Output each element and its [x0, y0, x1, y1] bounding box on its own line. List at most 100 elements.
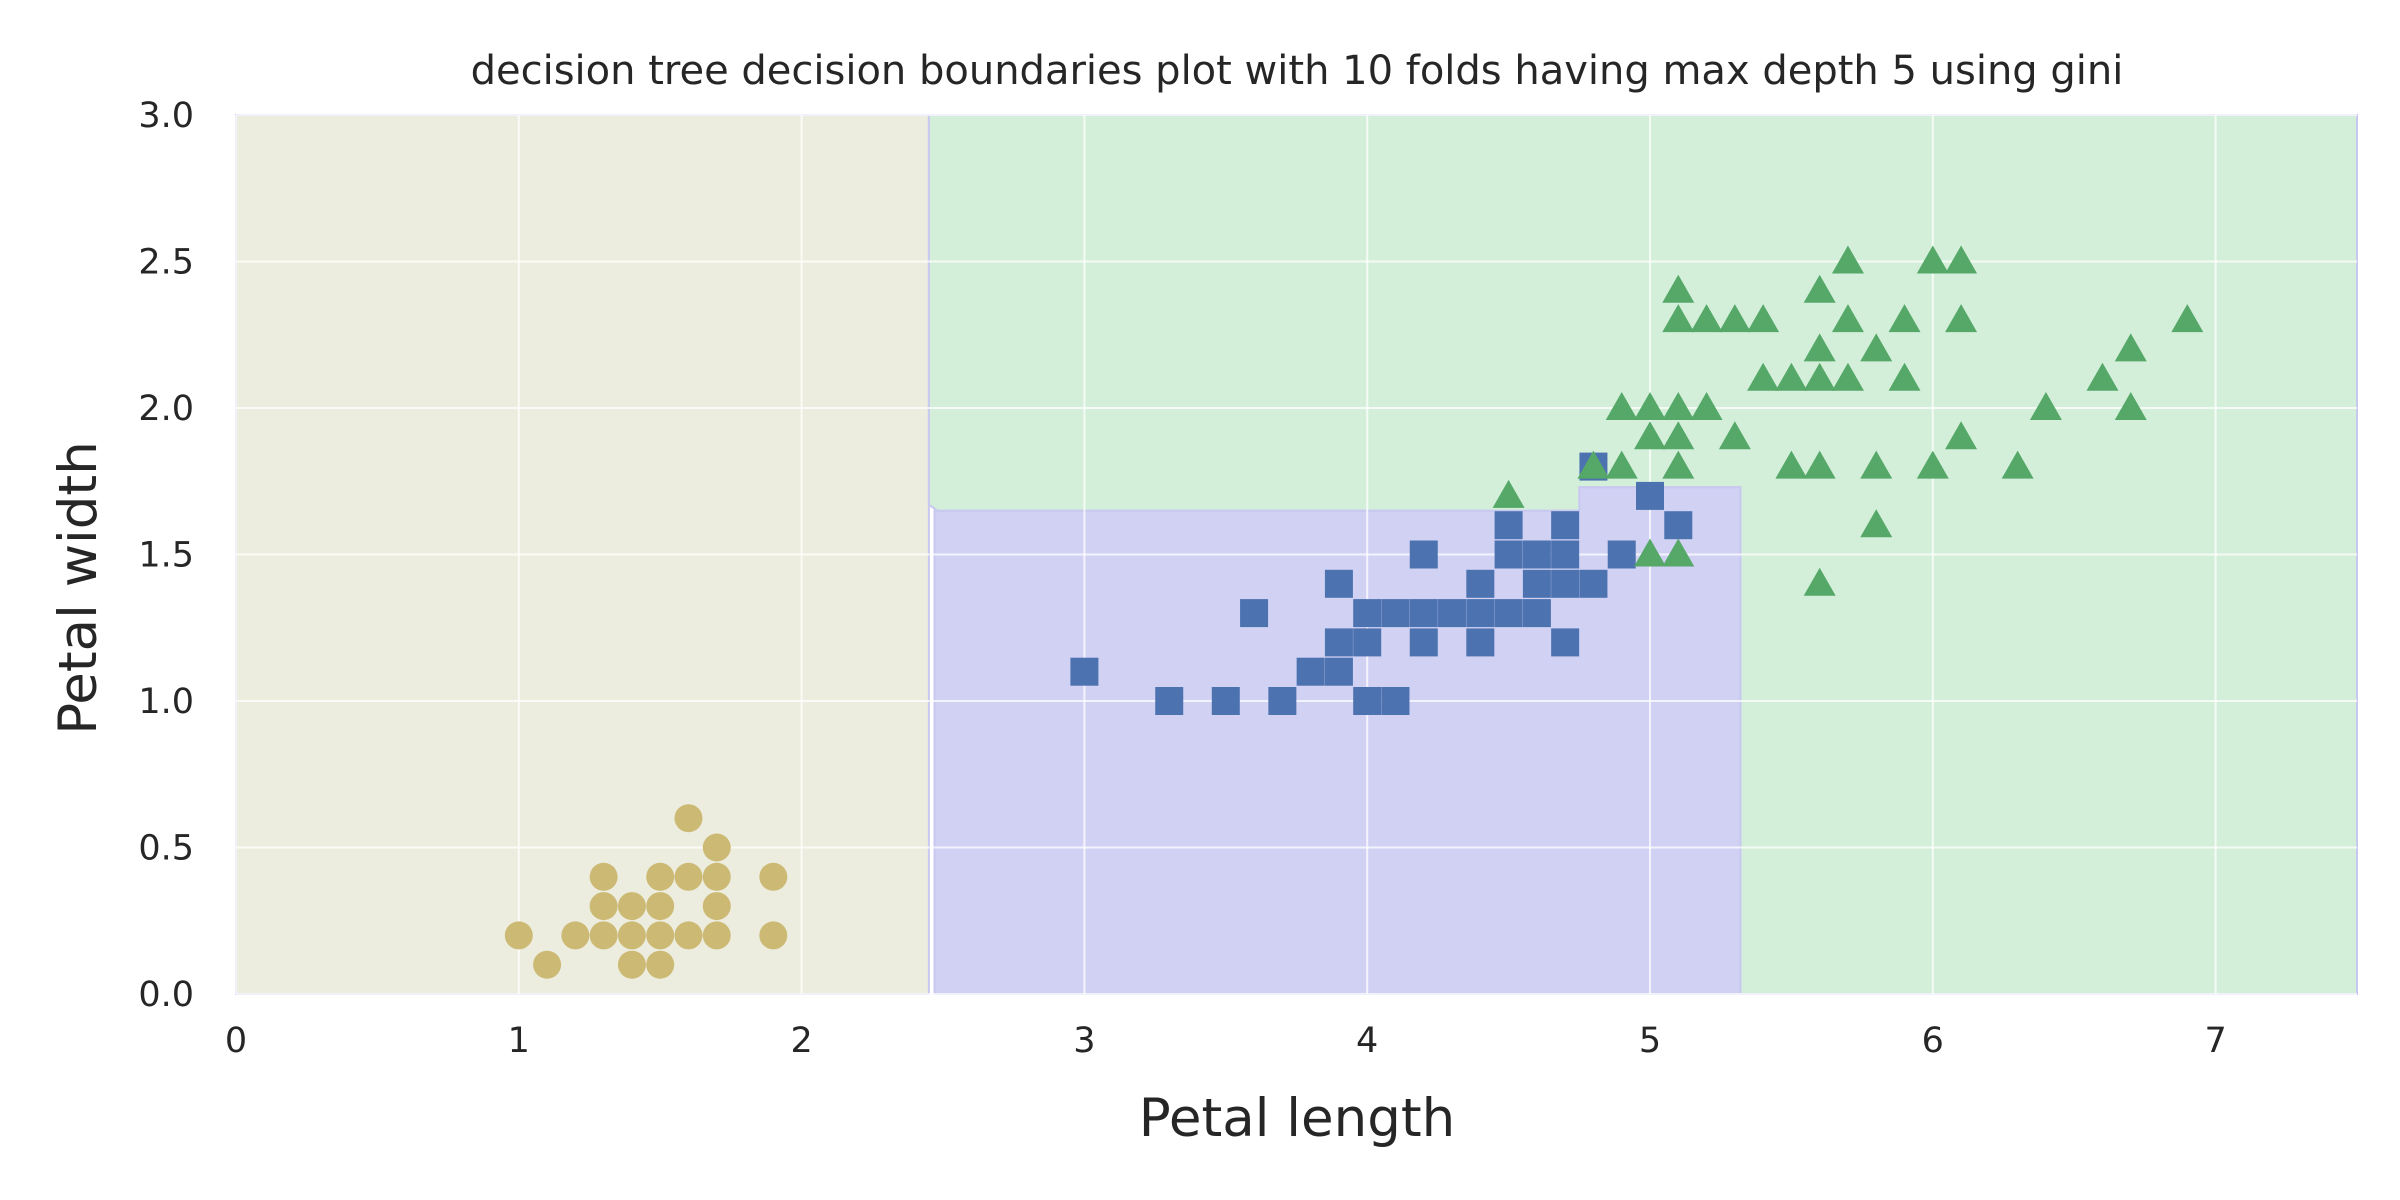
- point-triangle-series-2: [1860, 450, 1893, 479]
- point-square-series-1: [1551, 540, 1580, 569]
- point-triangle-series-2: [1662, 538, 1695, 567]
- point-square-series-1: [1579, 569, 1608, 598]
- x-tick-label: 0: [225, 1021, 247, 1061]
- point-circle-series-0: [702, 862, 731, 891]
- x-tick-label: 5: [1639, 1021, 1661, 1061]
- point-triangle-series-2: [1775, 362, 1808, 391]
- point-circle-series-0: [589, 892, 618, 921]
- point-triangle-series-2: [1945, 304, 1978, 333]
- point-triangle-series-2: [2171, 304, 2204, 333]
- point-circle-series-0: [702, 921, 731, 950]
- decision-regions: [235, 114, 2358, 995]
- y-tick-label: 0.5: [138, 829, 194, 869]
- point-square-series-1: [1353, 687, 1382, 715]
- point-triangle-series-2: [1747, 304, 1780, 333]
- point-square-series-1: [1381, 599, 1410, 628]
- point-circle-series-0: [589, 921, 618, 950]
- point-circle-series-0: [617, 921, 646, 950]
- x-tick-label: 2: [790, 1021, 812, 1061]
- point-triangle-series-2: [1803, 333, 1836, 362]
- point-triangle-series-2: [1634, 392, 1666, 420]
- y-tick-label: 2.0: [138, 389, 194, 429]
- point-triangle-series-2: [1605, 450, 1638, 479]
- point-triangle-series-2: [1803, 362, 1836, 391]
- point-circle-series-0: [561, 921, 590, 950]
- point-triangle-series-2: [1662, 392, 1695, 420]
- point-triangle-series-2: [1690, 304, 1723, 333]
- point-triangle-series-2: [1803, 274, 1836, 303]
- point-triangle-series-2: [1803, 450, 1836, 479]
- point-triangle-series-2: [1718, 304, 1751, 333]
- point-circle-series-0: [589, 862, 618, 891]
- point-square-series-1: [1324, 628, 1353, 657]
- point-circle-series-0: [646, 921, 675, 950]
- point-circle-series-0: [674, 862, 703, 891]
- point-triangle-series-2: [1690, 392, 1723, 420]
- point-circle-series-0: [617, 892, 646, 921]
- point-square-series-1: [1466, 599, 1495, 628]
- point-triangle-series-2: [1577, 450, 1610, 479]
- y-tick-label: 3.0: [138, 96, 194, 136]
- point-triangle-series-2: [1888, 304, 1921, 333]
- point-triangle-series-2: [1718, 421, 1751, 450]
- point-triangle-series-2: [1605, 392, 1638, 420]
- point-square-series-1: [1438, 599, 1467, 628]
- point-square-series-1: [1466, 628, 1495, 657]
- point-circle-series-0: [617, 950, 646, 979]
- point-triangle-series-2: [1662, 421, 1695, 450]
- point-circle-series-0: [674, 804, 703, 833]
- point-square-series-1: [1494, 511, 1523, 540]
- x-tick-label: 1: [508, 1021, 530, 1061]
- y-tick-label: 1.5: [138, 536, 194, 576]
- point-circle-series-0: [759, 921, 788, 950]
- point-triangle-series-2: [1831, 362, 1864, 391]
- point-square-series-1: [1324, 569, 1353, 598]
- y-axis-ticks: 0.0 0.5 1.0 1.5 2.0 2.5 3.0: [138, 96, 194, 1015]
- point-square-series-1: [1494, 540, 1523, 569]
- point-square-series-1: [1409, 599, 1438, 628]
- point-circle-series-0: [646, 892, 675, 921]
- x-tick-label: 7: [2204, 1021, 2226, 1061]
- x-tick-label: 3: [1073, 1021, 1095, 1061]
- point-square-series-1: [1636, 481, 1664, 510]
- y-tick-label: 2.5: [138, 243, 194, 283]
- y-axis-label: Petal width: [48, 441, 109, 735]
- y-tick-label: 1.0: [138, 682, 194, 722]
- x-axis-ticks: 0 1 2 3 4 5 6 7: [225, 1021, 2227, 1061]
- point-triangle-series-2: [1803, 567, 1836, 596]
- point-circle-series-0: [646, 862, 675, 891]
- point-triangle-series-2: [2086, 362, 2119, 391]
- point-circle-series-0: [702, 833, 731, 862]
- point-square-series-1: [1353, 599, 1382, 628]
- point-triangle-series-2: [1945, 421, 1978, 450]
- point-square-series-1: [1155, 687, 1184, 715]
- point-triangle-series-2: [1634, 421, 1666, 450]
- point-triangle-series-2: [1747, 362, 1780, 391]
- point-triangle-series-2: [2001, 450, 2034, 479]
- point-triangle-series-2: [1775, 450, 1808, 479]
- point-triangle-series-2: [1860, 333, 1893, 362]
- point-triangle-series-2: [1860, 509, 1893, 538]
- data-points: [504, 245, 2204, 979]
- point-square-series-1: [1551, 628, 1580, 657]
- point-triangle-series-2: [1916, 245, 1949, 274]
- point-circle-series-0: [646, 950, 675, 979]
- point-square-series-1: [1466, 569, 1495, 598]
- point-square-series-1: [1494, 599, 1523, 628]
- point-circle-series-0: [504, 921, 533, 950]
- point-triangle-series-2: [1888, 362, 1921, 391]
- point-triangle-series-2: [1662, 304, 1695, 333]
- point-square-series-1: [1353, 628, 1382, 657]
- point-triangle-series-2: [1662, 274, 1695, 303]
- point-square-series-1: [1409, 628, 1438, 657]
- x-axis-label: Petal length: [1139, 1088, 1455, 1149]
- point-square-series-1: [1551, 569, 1580, 598]
- point-circle-series-0: [533, 950, 562, 979]
- point-triangle-series-2: [2114, 392, 2147, 420]
- point-triangle-series-2: [1831, 245, 1864, 274]
- point-square-series-1: [1268, 687, 1297, 715]
- point-circle-series-0: [702, 892, 731, 921]
- point-square-series-1: [1409, 540, 1438, 569]
- x-tick-label: 6: [1922, 1021, 1944, 1061]
